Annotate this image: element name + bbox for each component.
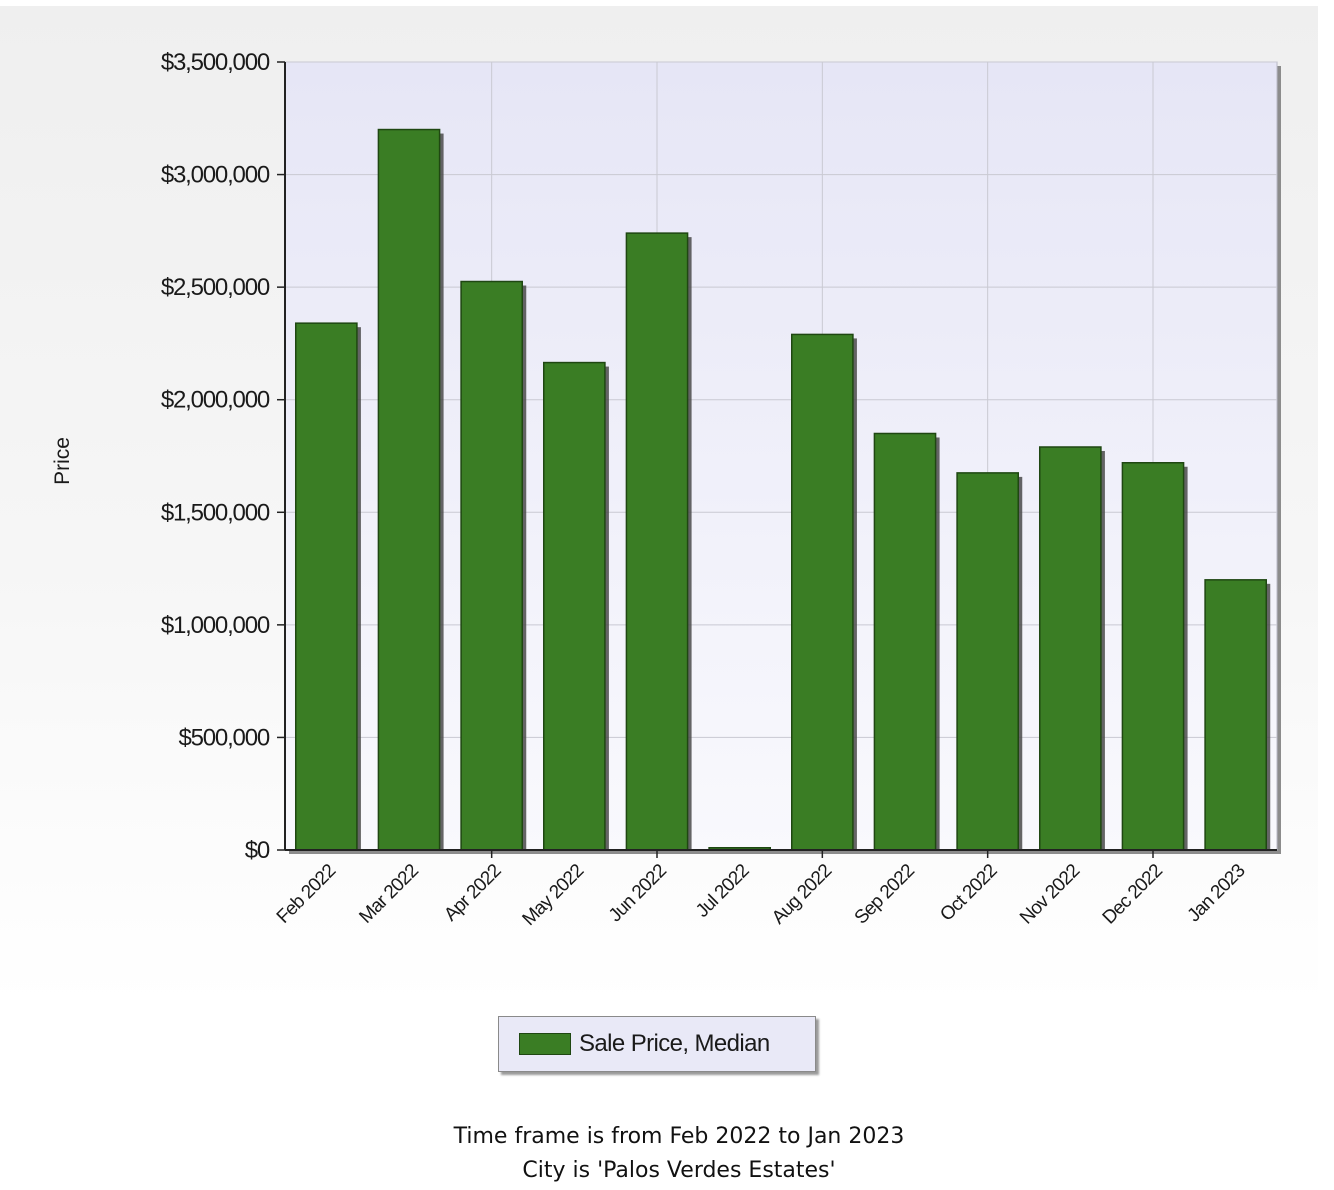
legend: Sale Price, Median [498,1016,816,1072]
x-tick-label: Apr 2022 [440,861,505,926]
y-tick-label: $0 [245,837,270,864]
bar-jan-2023 [1204,579,1268,851]
x-tick-label: Jun 2022 [605,861,671,927]
caption-city: City is 'Palos Verdes Estates' [522,1158,836,1183]
y-tick-label: $3,000,000 [161,162,270,189]
x-tick-label: Jan 2023 [1184,861,1250,927]
x-tick-label: May 2022 [519,861,588,930]
y-axis-label: Price [51,437,74,485]
x-tick-label: Nov 2022 [1016,861,1084,929]
bar-oct-2022 [956,472,1020,851]
caption-time-frame: Time frame is from Feb 2022 to Jan 2023 [453,1124,905,1149]
bar-feb-2022 [294,322,358,851]
bar-mar-2022 [377,128,441,851]
x-tick-label: Sep 2022 [851,861,919,929]
plot-area [284,61,1278,851]
caption: Time frame is from Feb 2022 to Jan 2023 … [0,1120,1334,1188]
bar-dec-2022 [1121,462,1185,851]
y-tick-label: $1,000,000 [161,612,270,639]
bar-chart: $0 $500,000 $1,000,000 $1,500,000 $2,000,000… [51,49,1281,930]
bar-aug-2022 [790,333,854,851]
x-tick-label: Mar 2022 [355,861,422,928]
x-tick-label: Dec 2022 [1099,861,1167,929]
bar-nov-2022 [1038,446,1102,851]
x-tick-label: Jul 2022 [692,861,753,922]
x-tick-label: Feb 2022 [273,861,340,928]
chart-panel: $0 $500,000 $1,000,000 $1,500,000 $2,000,000… [0,6,1318,1006]
bar-jun-2022 [625,232,689,851]
y-tick-label: $500,000 [178,724,269,751]
y-tick-label: $2,000,000 [161,387,270,414]
legend-swatch-sale-price-median [519,1033,571,1055]
x-tick-label: Aug 2022 [768,861,836,929]
bar-sep-2022 [873,432,937,851]
y-tick-label: $1,500,000 [161,499,270,526]
y-tick-label: $2,500,000 [161,274,270,301]
bar-apr-2022 [460,280,524,851]
bar-may-2022 [542,361,606,851]
x-tick-label: Oct 2022 [936,861,1001,926]
y-tick-label: $3,500,000 [161,49,270,76]
legend-label: Sale Price, Median [579,1030,770,1057]
